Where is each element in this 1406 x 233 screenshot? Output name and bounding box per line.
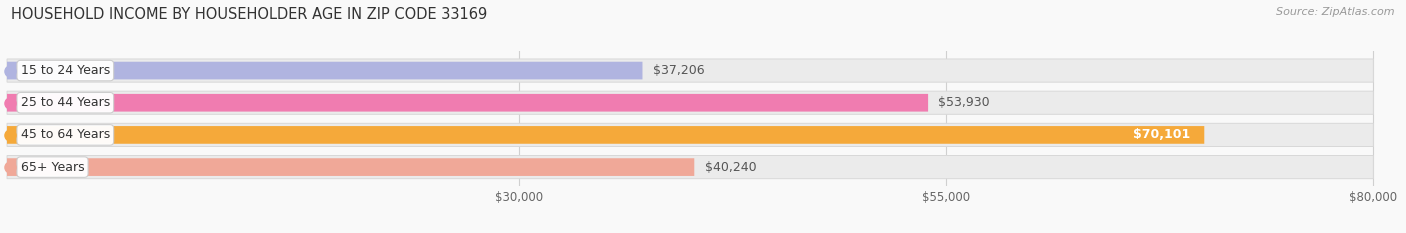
FancyBboxPatch shape [7, 155, 1374, 179]
FancyBboxPatch shape [7, 62, 643, 79]
Text: 45 to 64 Years: 45 to 64 Years [21, 128, 110, 141]
Text: HOUSEHOLD INCOME BY HOUSEHOLDER AGE IN ZIP CODE 33169: HOUSEHOLD INCOME BY HOUSEHOLDER AGE IN Z… [11, 7, 488, 22]
Text: 25 to 44 Years: 25 to 44 Years [21, 96, 110, 109]
Text: $53,930: $53,930 [938, 96, 990, 109]
Text: 65+ Years: 65+ Years [21, 161, 84, 174]
FancyBboxPatch shape [7, 94, 928, 112]
FancyBboxPatch shape [7, 123, 1374, 147]
FancyBboxPatch shape [7, 158, 695, 176]
FancyBboxPatch shape [7, 59, 1374, 82]
FancyBboxPatch shape [7, 126, 1205, 144]
Text: $70,101: $70,101 [1133, 128, 1191, 141]
FancyBboxPatch shape [7, 91, 1374, 114]
Text: $37,206: $37,206 [652, 64, 704, 77]
Text: $40,240: $40,240 [704, 161, 756, 174]
Text: Source: ZipAtlas.com: Source: ZipAtlas.com [1277, 7, 1395, 17]
Text: 15 to 24 Years: 15 to 24 Years [21, 64, 110, 77]
